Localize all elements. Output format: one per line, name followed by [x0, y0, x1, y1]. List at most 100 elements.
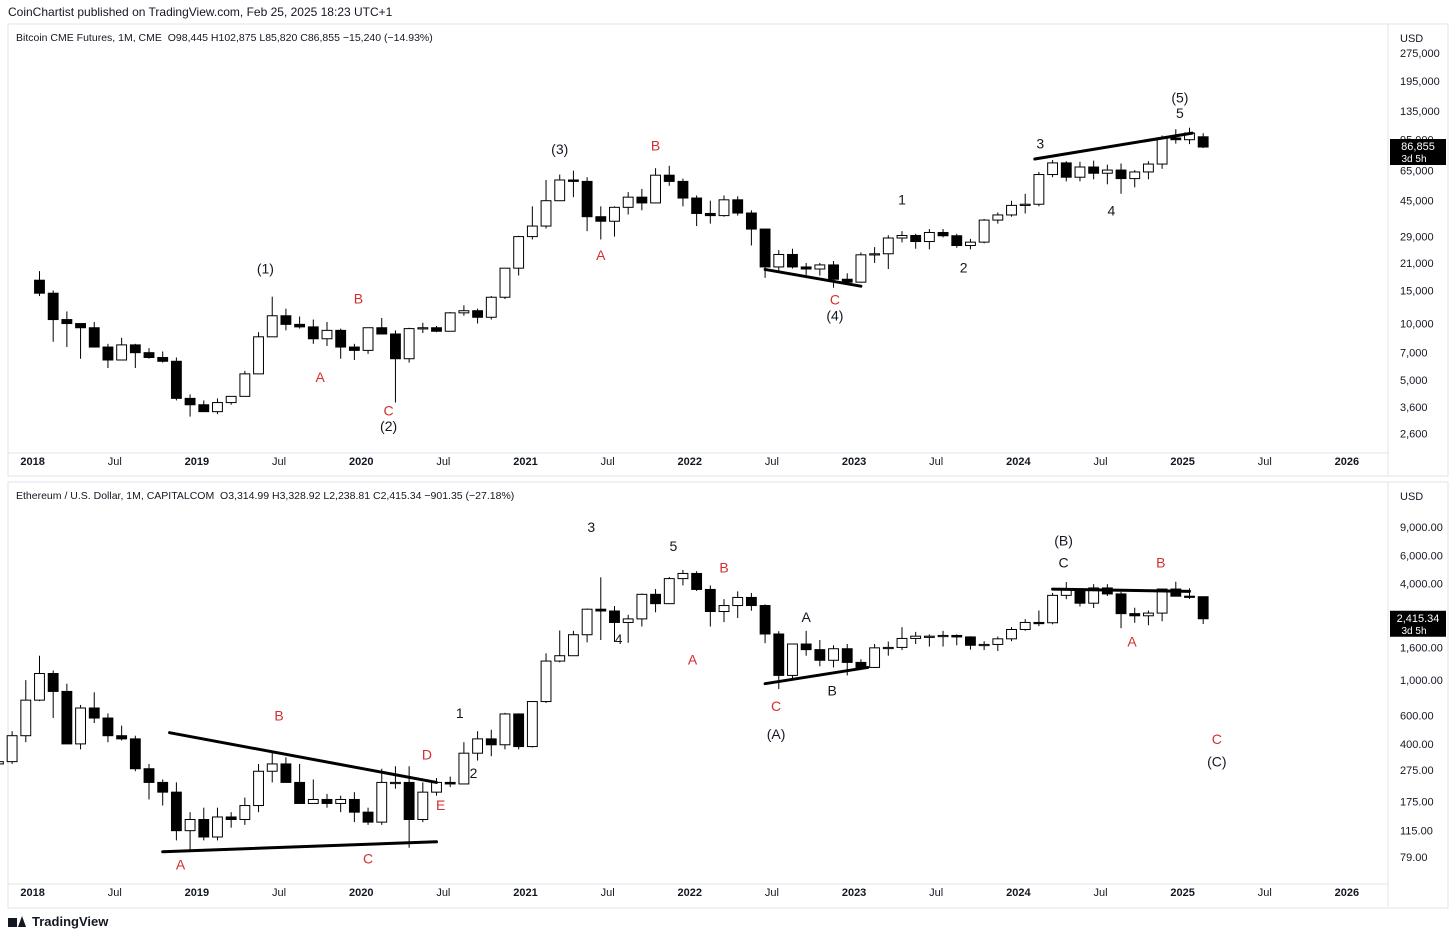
candle-body-up	[417, 327, 429, 330]
candle-body-up	[1129, 171, 1141, 180]
time-tick-label: 2018	[20, 456, 44, 468]
candle-body-down	[595, 608, 607, 612]
candle-body-up	[212, 402, 223, 413]
wave-label[interactable]: A	[176, 856, 186, 872]
wave-label[interactable]: C	[1058, 554, 1068, 570]
wave-label[interactable]: (4)	[826, 307, 843, 323]
wave-label[interactable]: A	[315, 369, 325, 385]
candle-body-up	[910, 635, 922, 639]
candle-body-up	[1047, 162, 1059, 176]
wave-label[interactable]: 3	[1036, 135, 1044, 151]
wave-label[interactable]: (1)	[257, 260, 274, 276]
wave-label[interactable]: 3	[587, 519, 595, 535]
time-tick-label: 2019	[185, 887, 209, 899]
tradingview-footer[interactable]: TradingView	[8, 914, 108, 929]
candle-body-down	[335, 329, 347, 348]
wave-label[interactable]: D	[422, 746, 432, 762]
candle-body-up	[882, 646, 894, 650]
candle-body-up	[499, 267, 511, 298]
candle-body-down	[704, 212, 716, 217]
wave-label[interactable]: C	[384, 402, 394, 418]
wave-label[interactable]: 2	[470, 765, 478, 781]
wave-label[interactable]: C	[771, 698, 781, 714]
candle-body-up	[75, 707, 86, 745]
candle-body-up	[266, 763, 278, 772]
wave-label[interactable]: A	[688, 652, 698, 668]
trendline[interactable]	[168, 731, 439, 784]
candle-body-down	[102, 346, 114, 361]
wave-label[interactable]: B	[1156, 554, 1165, 570]
trendline[interactable]	[763, 665, 870, 686]
candle-body-up	[787, 643, 798, 676]
candle-body-up	[184, 819, 196, 832]
wave-label[interactable]: (B)	[1054, 533, 1073, 549]
ethereum-chart-panel[interactable]: Ethereum / U.S. Dollar, 1M, CAPITALCOM O…	[0, 481, 1449, 909]
wave-label[interactable]: (C)	[1207, 753, 1226, 769]
candle-body-up	[458, 752, 470, 785]
candle-body-up	[663, 578, 675, 605]
candle-body-down	[362, 811, 374, 823]
wave-label[interactable]: B	[827, 683, 836, 699]
candle-body-down	[472, 310, 484, 318]
candle-body-up	[1142, 612, 1154, 617]
time-tick-label: 2020	[349, 456, 373, 468]
wave-label[interactable]: 5	[669, 538, 677, 554]
time-tick-label: 2023	[842, 456, 866, 468]
candle-body-up	[444, 312, 456, 332]
wave-label[interactable]: 5	[1176, 105, 1184, 121]
bitcoin-chart-panel[interactable]: Bitcoin CME Futures, 1M, CME O98,445 H10…	[7, 23, 1449, 477]
candle-body-up	[609, 206, 620, 222]
candle-body-down	[691, 572, 703, 590]
trendline[interactable]	[161, 840, 439, 854]
candles-group	[0, 569, 1209, 852]
trendline[interactable]	[1051, 587, 1191, 593]
wave-label[interactable]: A	[1127, 634, 1137, 650]
candle-body-up	[20, 699, 32, 737]
wave-label[interactable]: 4	[1108, 203, 1116, 219]
candle-body-down	[691, 197, 703, 214]
candle-body-down	[294, 781, 306, 804]
wave-label[interactable]: (3)	[551, 141, 568, 157]
wave-label[interactable]: (2)	[380, 418, 397, 434]
candle-body-up	[321, 329, 333, 340]
time-tick-label: Jul	[108, 456, 122, 468]
wave-label[interactable]: B	[354, 290, 363, 306]
wave-label[interactable]: 1	[898, 191, 906, 207]
time-tick-label: Jul	[1093, 887, 1107, 899]
wave-label[interactable]: B	[651, 138, 660, 154]
trendline[interactable]	[1033, 131, 1194, 161]
trendline[interactable]	[763, 267, 863, 288]
candle-body-down	[88, 327, 100, 348]
price-tick-label: 21,000	[1400, 258, 1434, 270]
candle-body-down	[157, 356, 169, 362]
ethereum-chart-svg[interactable]: USD 9,000.00 6,000.00 4,000.00 1,600.00 1,000…	[0, 481, 1449, 909]
candle-body-up	[896, 234, 908, 239]
candle-body-up	[773, 253, 785, 268]
time-tick-label: 2023	[842, 887, 866, 899]
bitcoin-chart-svg[interactable]: USD275,000195,000135,00095,00065,00045,0…	[7, 23, 1449, 477]
candle-body-up	[34, 672, 45, 701]
wave-label[interactable]: C	[1212, 731, 1222, 747]
wave-label[interactable]: 1	[456, 705, 464, 721]
wave-label[interactable]: B	[719, 559, 728, 575]
candle-body-up	[540, 660, 552, 703]
candle-body-up	[335, 798, 347, 804]
wave-label[interactable]: (5)	[1171, 89, 1188, 105]
candle-body-down	[444, 781, 456, 785]
candle-body-down	[800, 266, 812, 270]
wave-label[interactable]: B	[274, 707, 283, 723]
candle-body-up	[376, 781, 388, 823]
candle-body-up	[814, 264, 826, 270]
candle-body-down	[1115, 593, 1127, 615]
wave-label[interactable]: C	[363, 850, 373, 866]
wave-label[interactable]: E	[436, 797, 445, 813]
candle-body-up	[992, 214, 1004, 221]
wave-label[interactable]: (A)	[767, 726, 786, 742]
wave-label[interactable]: C	[830, 292, 840, 308]
price-tick-label: 135,000	[1400, 106, 1440, 118]
candle-body-up	[485, 296, 497, 318]
wave-label[interactable]: 4	[615, 631, 623, 647]
wave-label[interactable]: 2	[960, 259, 968, 275]
wave-label[interactable]: A	[596, 247, 606, 263]
wave-label[interactable]: A	[801, 609, 811, 625]
